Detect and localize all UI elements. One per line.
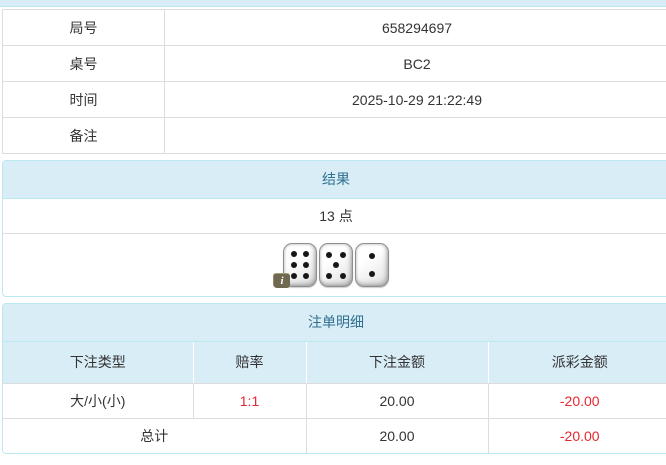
die-pip	[333, 262, 339, 268]
die-face-2	[355, 243, 389, 287]
time-value: 2025-10-29 21:22:49	[164, 81, 666, 118]
bets-header-row: 下注类型 赔率 下注金额 派彩金额	[3, 342, 666, 384]
column-header-bet-amount: 下注金额	[305, 342, 488, 384]
die-pip	[303, 251, 310, 258]
die-pip	[290, 272, 297, 279]
column-header-odds: 赔率	[192, 342, 306, 384]
die-pip	[303, 272, 310, 279]
bets-table: 下注类型 赔率 下注金额 派彩金额 大/小(小) 1:1 20.00 -20.0…	[3, 342, 666, 453]
info-badge-icon[interactable]: i	[273, 273, 290, 288]
column-header-payout-amount: 派彩金额	[487, 342, 666, 384]
table-row: 局号 658294697	[2, 9, 666, 46]
die-pip	[369, 271, 375, 278]
dice-row: i	[3, 234, 666, 296]
bet-type-cell: 大/小(小)	[3, 382, 194, 419]
die-pip	[326, 251, 333, 258]
bet-amount-cell: 20.00	[305, 382, 489, 419]
table-row: 时间 2025-10-29 21:22:49	[2, 81, 666, 118]
result-panel-title: 结果	[3, 161, 666, 199]
table-id-value: BC2	[164, 45, 666, 82]
table-id-label: 桌号	[2, 45, 165, 82]
top-header-strip	[0, 0, 666, 7]
die-face-5	[319, 243, 353, 287]
round-id-value: 658294697	[164, 9, 666, 46]
remark-label: 备注	[2, 117, 165, 154]
table-row: 桌号 BC2	[2, 45, 666, 82]
total-payout-cell: -20.00	[487, 417, 666, 453]
die-pip	[326, 272, 333, 279]
bet-payout-cell: -20.00	[487, 382, 666, 419]
bet-row: 大/小(小) 1:1 20.00 -20.00	[3, 382, 666, 419]
bet-odds-cell: 1:1	[192, 382, 307, 419]
table-row: 备注	[2, 117, 666, 154]
page-body: 局号 658294697 桌号 BC2 时间 2025-10-29 21:22:…	[0, 9, 666, 454]
round-info-table: 局号 658294697 桌号 BC2 时间 2025-10-29 21:22:…	[2, 9, 666, 154]
result-panel: 结果 13 点 i	[2, 160, 666, 297]
bets-panel-title: 注单明细	[3, 304, 666, 342]
time-label: 时间	[2, 81, 165, 118]
dice-group: i	[273, 243, 390, 288]
die-pip	[290, 251, 297, 258]
round-id-label: 局号	[2, 9, 165, 46]
die-pip	[303, 262, 310, 268]
die-pip	[369, 252, 375, 259]
remark-value	[164, 117, 666, 154]
total-row: 总计 20.00 -20.00	[3, 417, 666, 453]
bets-panel: 注单明细 下注类型 赔率 下注金额 派彩金额 大/小(小) 1:1 20.00 …	[2, 303, 666, 454]
die-pip	[339, 251, 346, 258]
result-points: 13 点	[3, 199, 666, 234]
total-label-cell: 总计	[3, 417, 307, 453]
die-pip	[339, 272, 346, 279]
die-pip	[290, 262, 297, 268]
total-amount-cell: 20.00	[305, 417, 489, 453]
column-header-bet-type: 下注类型	[3, 342, 193, 384]
